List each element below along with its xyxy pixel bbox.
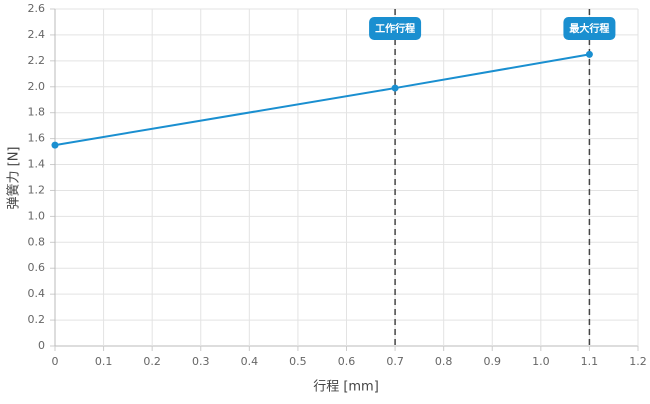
x-tick-label: 0.5: [289, 355, 307, 368]
x-tick-label: 0.2: [143, 355, 161, 368]
y-tick-label: 0.2: [28, 313, 46, 326]
point: [391, 84, 399, 92]
y-tick-label: 0.4: [28, 287, 46, 300]
y-tick-label: 1.0: [28, 209, 46, 222]
annotation-label: 最大行程: [569, 22, 609, 35]
x-tick-label: 0: [52, 355, 59, 368]
x-tick-label: 1.2: [629, 355, 647, 368]
y-tick-label: 1.6: [28, 132, 46, 145]
y-tick-label: 2.0: [28, 80, 46, 93]
y-tick-label: 2.2: [28, 54, 46, 67]
annotation-box: [563, 17, 616, 40]
y-axis-title: 弹簧力 [N]: [6, 146, 22, 209]
x-tick-label: 0.1: [95, 355, 113, 368]
x-tick-label: 0.3: [192, 355, 210, 368]
y-tick-label: 2.4: [28, 28, 46, 41]
x-tick-label: 1.0: [532, 355, 550, 368]
y-tick-label: 1.4: [28, 158, 46, 171]
annotation-label: 工作行程: [375, 22, 415, 35]
annotation-box: [369, 17, 422, 40]
y-tick-label: 0.6: [28, 261, 46, 274]
x-tick-label: 0.4: [241, 355, 259, 368]
series-line: [54, 53, 590, 147]
x-tick-label: 0.7: [386, 355, 404, 368]
x-axis-title: 行程 [mm]: [313, 380, 379, 395]
x-tick-label: 1.1: [581, 355, 599, 368]
point: [585, 50, 593, 58]
y-tick-label: 1.2: [28, 183, 46, 196]
y-tick-label: 0: [38, 339, 45, 352]
point: [51, 141, 59, 149]
y-tick-label: 2.6: [28, 2, 46, 15]
y-tick-label: 0.8: [28, 235, 46, 248]
y-tick-label: 1.8: [28, 106, 46, 119]
x-tick-label: 0.6: [338, 355, 356, 368]
x-tick-label: 0.8: [435, 355, 453, 368]
x-tick-label: 0.9: [484, 355, 502, 368]
